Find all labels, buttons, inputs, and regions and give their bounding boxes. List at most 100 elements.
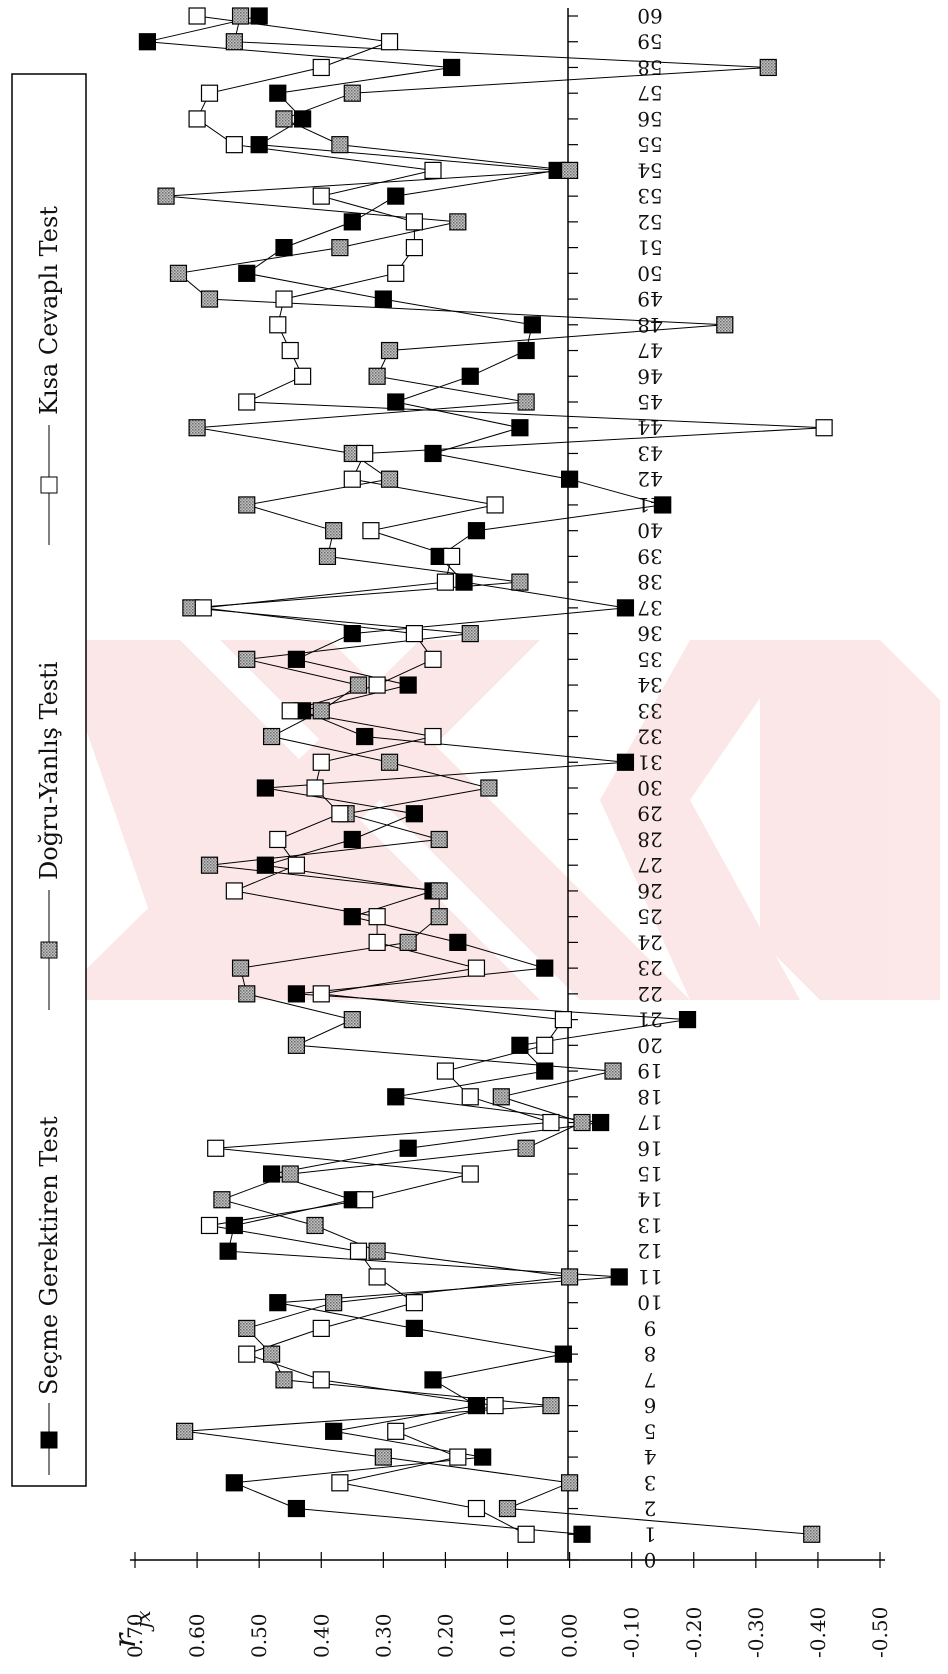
data-point-s1-49 [200, 290, 219, 308]
data-point-s1-34 [349, 676, 368, 694]
data-point-s0-13 [225, 1216, 243, 1235]
data-point-s2-45 [238, 393, 256, 411]
data-point-s0-59 [138, 33, 157, 51]
data-point-s0-12 [219, 1242, 237, 1260]
axes: 0.70 0.60 0.50 0.40 0.30 0.20 0.10 0.00 -0.10 -0.… [123, 4, 892, 1658]
data-point-s0-11 [610, 1268, 628, 1286]
item-tick-label: 42 [637, 467, 662, 491]
data-point-s1-21 [343, 1010, 361, 1029]
item-tick-label: 26 [637, 879, 662, 903]
data-point-s0-42 [560, 470, 579, 488]
legend-box [11, 73, 87, 1487]
data-point-s1-8 [262, 1345, 281, 1363]
data-point-s2-29 [331, 805, 349, 823]
data-point-s2-25 [368, 908, 386, 926]
data-point-s1-25 [430, 908, 448, 926]
data-point-s0-2 [287, 1499, 306, 1518]
value-tick-label: -0.20 [682, 1607, 706, 1658]
data-point-s2-55 [225, 136, 243, 154]
legend: Seçme Gerektiren Test Doğru-Yanlış Testi… [11, 73, 87, 1487]
data-point-s1-19 [604, 1062, 622, 1080]
data-point-s2-39 [443, 547, 461, 566]
data-point-s1-14 [213, 1191, 231, 1209]
data-point-s2-27 [287, 856, 306, 874]
item-tick-label: 6 [644, 1394, 657, 1418]
data-point-s0-8 [554, 1345, 572, 1363]
data-point-s1-5 [176, 1422, 194, 1440]
data-point-s0-3 [225, 1474, 243, 1492]
item-tick-label: 53 [637, 184, 662, 208]
data-point-s0-15 [262, 1165, 281, 1183]
data-point-s0-50 [238, 264, 256, 282]
item-tick-label: 8 [644, 1342, 657, 1366]
item-tick-label: 17 [637, 1111, 662, 1135]
data-point-s2-20 [536, 1036, 554, 1054]
item-tick-label: 20 [637, 1033, 662, 1057]
data-point-s1-13 [306, 1216, 324, 1235]
value-tick-label: -0.50 [868, 1607, 892, 1658]
item-tick-label: 52 [637, 210, 662, 234]
data-point-s1-20 [287, 1036, 306, 1054]
data-point-s1-32 [262, 727, 281, 746]
item-tick-label: 58 [637, 55, 662, 79]
data-point-s2-51 [405, 239, 423, 257]
data-point-s1-56 [275, 110, 293, 128]
data-point-s0-40 [467, 522, 486, 540]
watermark [55, 640, 940, 1000]
item-tick-label: 15 [637, 1162, 662, 1186]
legend-marker-0 [40, 1431, 58, 1449]
data-point-s1-6 [542, 1396, 560, 1415]
item-tick-label: 51 [637, 236, 662, 260]
item-tick-label: 35 [637, 647, 662, 671]
data-point-s0-31 [616, 753, 635, 771]
item-tick-label: 12 [637, 1239, 662, 1263]
data-point-s1-53 [157, 187, 175, 205]
data-point-s2-10 [405, 1294, 423, 1312]
data-point-s2-1 [517, 1525, 535, 1543]
value-tick-label: 0.40 [309, 1613, 333, 1658]
data-point-s1-57 [343, 84, 361, 102]
item-tick-label: 25 [637, 905, 662, 929]
data-point-s1-30 [480, 779, 498, 797]
data-point-s2-28 [269, 830, 287, 849]
data-point-s1-59 [225, 33, 243, 51]
data-point-s2-33 [281, 702, 299, 720]
item-tick-label: 19 [637, 1059, 662, 1083]
data-point-s0-51 [275, 239, 293, 257]
data-point-s0-38 [455, 573, 473, 591]
data-point-s1-33 [312, 702, 330, 720]
data-point-s0-19 [536, 1062, 554, 1080]
item-tick-label: 43 [637, 441, 662, 465]
data-point-s1-50 [169, 264, 188, 282]
value-tick-label: 0.50 [247, 1613, 271, 1658]
data-point-s2-21 [554, 1010, 572, 1029]
data-point-s1-15 [281, 1165, 299, 1183]
legend-marker-1 [40, 941, 58, 959]
data-point-s1-38 [511, 573, 529, 591]
data-point-s0-43 [424, 444, 442, 463]
data-point-s1-12 [368, 1242, 386, 1260]
value-tick-label: 0.60 [185, 1613, 209, 1658]
data-point-s1-52 [449, 213, 467, 231]
legend-item-0: Seçme Gerektiren Test [35, 1116, 63, 1475]
data-point-s0-29 [405, 805, 423, 823]
item-tick-label: 2 [644, 1497, 657, 1521]
item-tick-label: 55 [637, 133, 662, 157]
value-tick-label: 0.00 [558, 1613, 582, 1658]
item-tick-label: 33 [637, 699, 662, 723]
series-layer [138, 7, 833, 1543]
legend-label-1: Doğru-Yanlış Testi [35, 661, 63, 880]
data-point-s1-31 [380, 753, 399, 771]
item-tick-label: 18 [637, 1085, 662, 1109]
data-point-s1-9 [238, 1319, 256, 1338]
data-point-s0-34 [399, 676, 417, 694]
data-point-s2-11 [368, 1268, 386, 1286]
y-axis-label: r jx [108, 1611, 155, 1648]
item-tick-label: 16 [637, 1136, 662, 1160]
data-point-s0-10 [269, 1294, 287, 1312]
legend-label-0: Seçme Gerektiren Test [35, 1116, 63, 1395]
data-point-s2-26 [225, 882, 243, 900]
data-point-s1-47 [380, 341, 399, 360]
item-tick-label: 5 [644, 1419, 657, 1443]
data-point-s0-6 [467, 1396, 486, 1415]
